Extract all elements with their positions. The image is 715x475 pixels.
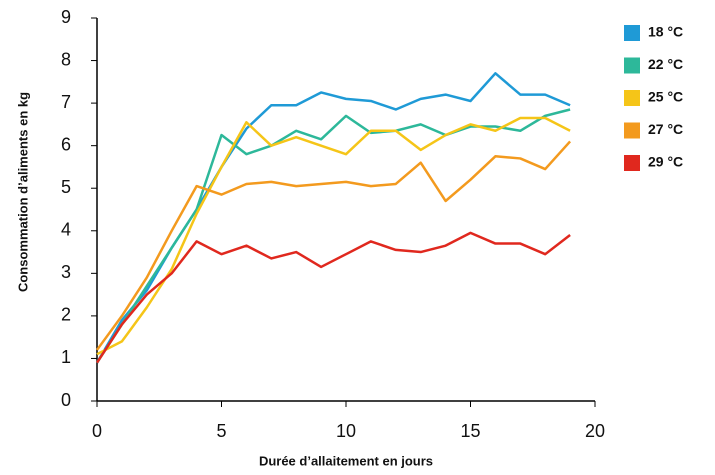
legend-label: 25 °C [648,89,683,105]
legend-swatch [624,90,640,106]
y-tick-label: 3 [61,262,71,282]
legend-label: 18 °C [648,24,683,40]
y-tick-label: 5 [61,177,71,197]
y-tick-label: 8 [61,49,71,69]
y-tick-label: 4 [61,220,71,240]
y-axis-label: Consommation d’aliments en kg [15,92,30,292]
x-tick-label: 0 [92,421,102,441]
legend-swatch [624,155,640,171]
y-tick-label: 2 [61,305,71,325]
series-line [95,108,571,364]
series-line [95,72,571,364]
legend-label: 29 °C [648,154,683,170]
legend-label: 27 °C [648,121,683,137]
y-tick-label: 9 [61,7,71,27]
x-tick-label: 15 [460,421,480,441]
series-line [95,231,571,364]
x-axis-label: Durée d’allaitement en jours [259,453,433,468]
legend-swatch [624,57,640,74]
y-tick-label: 0 [61,390,71,410]
x-tick-label: 10 [336,421,356,441]
legend-label: 22 °C [648,56,683,72]
legend-swatch [624,25,640,41]
y-tick-label: 1 [61,347,71,367]
series-line [95,140,572,351]
x-tick-label: 20 [585,421,605,441]
legend-swatch [624,122,640,139]
y-tick-label: 6 [61,134,71,154]
x-tick-label: 5 [216,421,226,441]
series-line [96,116,571,356]
y-tick-label: 7 [61,92,71,112]
